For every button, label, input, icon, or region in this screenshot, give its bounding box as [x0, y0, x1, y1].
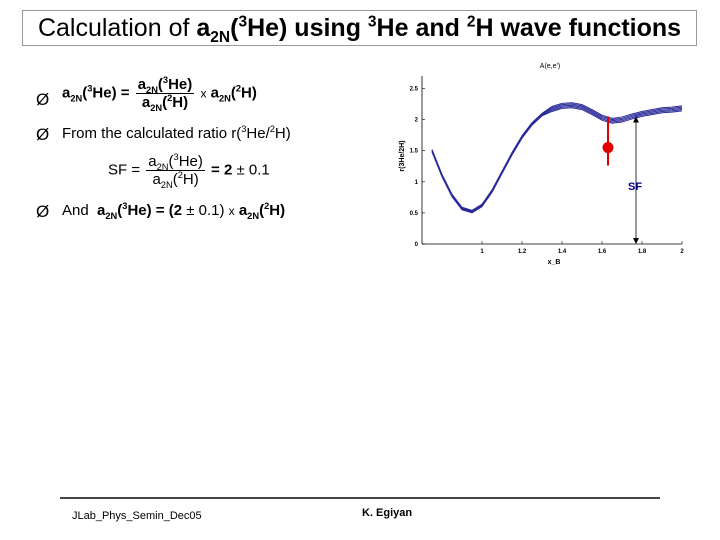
series-line [431, 103, 683, 212]
footer-author: K. Egiyan [362, 507, 413, 519]
x-tick-label: 1.4 [558, 249, 567, 255]
ratio-chart-svg: A(e,e') 1 1.2 1.4 1.6 1.8 2 0 0.5 1 1.5 2 2.5 r(3He… [399, 63, 684, 266]
result-equation: And a2N(3He) = (2 ± 0.1) x a2N(2H) [62, 201, 286, 221]
chart-axes: 1 1.2 1.4 1.6 1.8 2 0 0.5 1 1.5 2 2.5 [410, 76, 684, 255]
y-tick-label: 0.5 [410, 211, 419, 217]
footer-left: JLab_Phys_Semin_Dec05 [72, 510, 202, 522]
sf-marker-dot [602, 142, 614, 154]
y-tick-label: 1 [415, 180, 419, 186]
chart-marks [602, 116, 639, 244]
amplitude-fraction: a2N(3He) a2N(2H) [135, 75, 195, 113]
y-tick-label: 2 [415, 118, 419, 124]
chart-lines [431, 102, 683, 214]
chart-title: A(e,e') [540, 63, 560, 70]
ratio-chart: A(e,e') 1 1.2 1.4 1.6 1.8 2 0 0.5 1 1.5 2 2.5 r(3He… [392, 56, 692, 271]
y-tick-label: 1.5 [410, 149, 419, 155]
sf-fraction: a2N(3He) a2N(2H) [146, 152, 205, 190]
sf-equation: SF = a2N(3He) a2N(2H) = 2 ± 0.1 [108, 152, 270, 190]
bullet-arrow-icon: Ø [36, 90, 50, 109]
x-tick-label: 2 [680, 249, 684, 255]
x-tick-label: 1 [480, 249, 484, 255]
x-axis-label: x_B [548, 259, 561, 266]
x-tick-label: 1.6 [598, 249, 607, 255]
title-amplitude: a2N(3He) using 3He and 2H wave functions [196, 13, 682, 46]
y-tick-label: 0 [415, 242, 419, 248]
bullet-arrow-icon: Ø [36, 125, 50, 144]
sf-arrow-head-top [633, 116, 639, 123]
bullet-arrow-icon: Ø [36, 202, 50, 221]
series-line [431, 107, 683, 214]
ratio-text: From the calculated ratio r(3He/2H) [62, 124, 291, 142]
sf-label: SF [628, 181, 642, 193]
footer-divider [60, 497, 660, 499]
slide-title: Calculation of a2N(3He) using 3He and 2H… [22, 10, 697, 46]
x-tick-label: 1.2 [518, 249, 527, 255]
equation-amplitude: a2N(3He) = a2N(3He) a2N(2H) x a2N(2H) [62, 75, 257, 113]
y-tick-label: 2.5 [410, 86, 419, 92]
x-tick-label: 1.8 [638, 249, 647, 255]
series-line [431, 102, 683, 211]
y-axis-label: r(3He/2H) [399, 140, 406, 171]
series-line [431, 104, 683, 213]
sf-arrow-head-bottom [633, 238, 639, 244]
series-line [431, 105, 683, 213]
